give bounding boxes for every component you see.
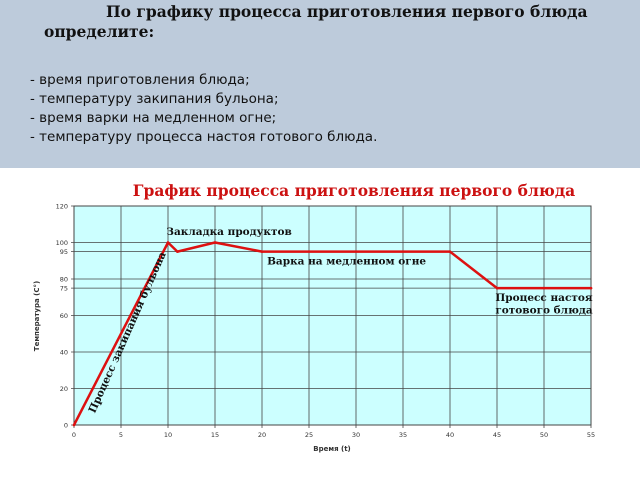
- x-tick-label: 40: [446, 431, 454, 439]
- y-tick-label: 60: [60, 312, 68, 320]
- y-tick-label: 75: [60, 285, 68, 293]
- x-tick-label: 0: [72, 431, 76, 439]
- data-point: [495, 286, 499, 290]
- data-point: [213, 241, 217, 244]
- chart-annotation: готового блюда: [495, 305, 593, 317]
- question-item: - температуру процесса настоя готового б…: [30, 129, 378, 145]
- y-tick-label: 0: [64, 422, 68, 430]
- chart: График процесса приготовления первого бл…: [33, 181, 595, 453]
- data-point: [176, 250, 179, 253]
- x-tick-label: 10: [164, 431, 172, 439]
- task-heading: По графику процесса приготовления первог…: [44, 2, 588, 41]
- x-tick-label: 35: [399, 431, 407, 439]
- x-tick-labels: 0 5 10 15 20 25 30 35 40 45 50 55: [72, 431, 595, 439]
- y-axis-label: Температура (С°): [33, 281, 41, 351]
- chart-title: График процесса приготовления первого бл…: [133, 181, 575, 200]
- chart-annotation: Закладка продуктов: [166, 226, 291, 238]
- question-item: - температуру закипания бульона;: [30, 91, 279, 107]
- y-tick-label: 120: [56, 203, 68, 211]
- x-axis-label: Время (t): [313, 445, 351, 453]
- chart-annotation: Процесс настоя: [495, 292, 593, 304]
- y-tick-label: 40: [60, 349, 68, 357]
- series: [72, 241, 593, 427]
- chart-annotation: Варка на медленном огне: [267, 255, 426, 267]
- x-tick-label: 45: [493, 431, 501, 439]
- grid-vertical: [73, 206, 592, 428]
- x-tick-label: 50: [540, 431, 548, 439]
- x-tick-label: 25: [305, 431, 313, 439]
- x-tick-label: 5: [119, 431, 123, 439]
- data-point: [166, 241, 170, 244]
- y-tick-label: 20: [60, 385, 68, 393]
- x-tick-label: 15: [211, 431, 219, 439]
- x-tick-label: 55: [587, 431, 595, 439]
- data-point: [260, 250, 264, 253]
- y-tick-label: 95: [60, 248, 68, 256]
- temperature-line: [72, 241, 593, 427]
- task-panel: По графику процесса приготовления первог…: [0, 0, 640, 168]
- question-item: - время варки на медленном огне;: [30, 110, 277, 126]
- x-tick-label: 30: [352, 431, 360, 439]
- data-point: [589, 286, 593, 290]
- question-list: - время приготовления блюда; - температу…: [30, 71, 390, 147]
- data-point: [72, 423, 76, 427]
- y-tick-label: 80: [60, 276, 68, 284]
- x-tick-label: 20: [258, 431, 266, 439]
- y-tick-label: 100: [56, 239, 68, 247]
- question-item: - время приготовления блюда;: [30, 72, 250, 88]
- data-point: [448, 250, 452, 253]
